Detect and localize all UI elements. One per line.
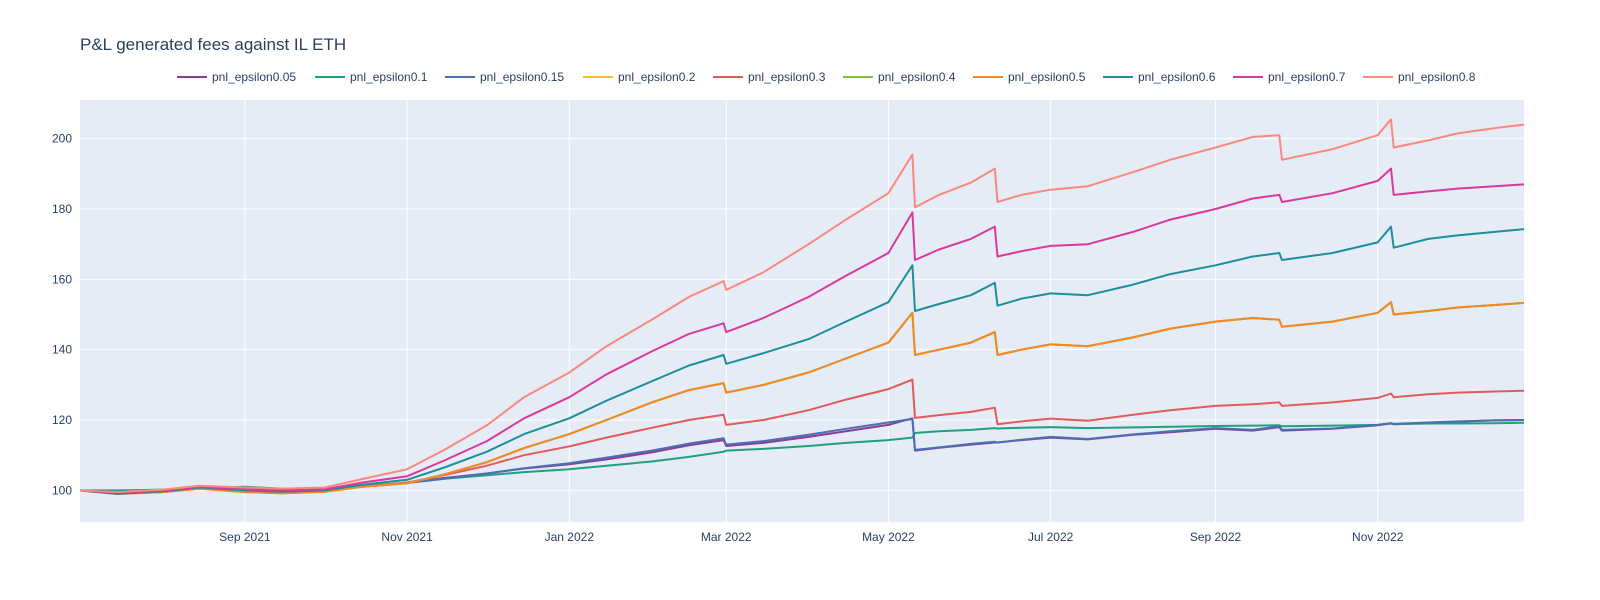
legend-label: pnl_epsilon0.5 — [1008, 70, 1086, 84]
legend-label: pnl_epsilon0.15 — [480, 70, 564, 84]
series-line-pnl-epsilon0-5 — [80, 301, 1524, 495]
legend-label: pnl_epsilon0.4 — [878, 70, 956, 84]
series-lines — [80, 118, 1524, 495]
y-tick-label: 200 — [52, 132, 72, 146]
legend-item[interactable]: pnl_epsilon0.3 — [713, 70, 826, 84]
legend: pnl_epsilon0.05 pnl_epsilon0.1 pnl_epsilon… — [177, 70, 1476, 84]
legend-label: pnl_epsilon0.05 — [212, 70, 296, 84]
x-tick-label: May 2022 — [862, 530, 915, 544]
series-line-pnl-epsilon0-8 — [80, 118, 1524, 494]
legend-item[interactable]: pnl_epsilon0.7 — [1233, 70, 1346, 84]
legend-item[interactable]: pnl_epsilon0.15 — [445, 70, 564, 84]
grid-lines — [80, 100, 1524, 522]
legend-label: pnl_epsilon0.6 — [1138, 70, 1216, 84]
x-tick-label: Jul 2022 — [1028, 530, 1074, 544]
y-tick-label: 160 — [52, 272, 72, 286]
legend-label: pnl_epsilon0.2 — [618, 70, 696, 84]
x-axis-ticks: Sep 2021 Nov 2021 Jan 2022 Mar 2022 May 2022… — [219, 530, 1404, 544]
legend-item[interactable]: pnl_epsilon0.6 — [1103, 70, 1216, 84]
x-tick-label: Sep 2021 — [219, 530, 271, 544]
x-tick-label: Nov 2021 — [381, 530, 433, 544]
series-line-pnl-epsilon0-7 — [80, 167, 1524, 495]
legend-item[interactable]: pnl_epsilon0.2 — [583, 70, 696, 84]
legend-label: pnl_epsilon0.7 — [1268, 70, 1346, 84]
legend-item[interactable]: pnl_epsilon0.1 — [315, 70, 428, 84]
plot-background — [80, 100, 1524, 522]
x-tick-label: Sep 2022 — [1190, 530, 1242, 544]
legend-label: pnl_epsilon0.3 — [748, 70, 826, 84]
y-tick-label: 120 — [52, 413, 72, 427]
x-tick-label: Mar 2022 — [701, 530, 752, 544]
legend-item[interactable]: pnl_epsilon0.8 — [1363, 70, 1476, 84]
legend-item[interactable]: pnl_epsilon0.4 — [843, 70, 956, 84]
legend-label: pnl_epsilon0.8 — [1398, 70, 1476, 84]
chart-title: P&L generated fees against IL ETH — [80, 35, 346, 54]
y-tick-label: 180 — [52, 202, 72, 216]
legend-label: pnl_epsilon0.1 — [350, 70, 428, 84]
legend-item[interactable]: pnl_epsilon0.05 — [177, 70, 296, 84]
y-tick-label: 100 — [52, 483, 72, 497]
x-tick-label: Nov 2022 — [1352, 530, 1404, 544]
y-tick-label: 140 — [52, 343, 72, 357]
series-line-pnl-epsilon0-6 — [80, 225, 1524, 495]
legend-item[interactable]: pnl_epsilon0.5 — [973, 70, 1086, 84]
y-axis-ticks: 100 120 140 160 180 200 — [52, 132, 72, 498]
x-tick-label: Jan 2022 — [545, 530, 595, 544]
